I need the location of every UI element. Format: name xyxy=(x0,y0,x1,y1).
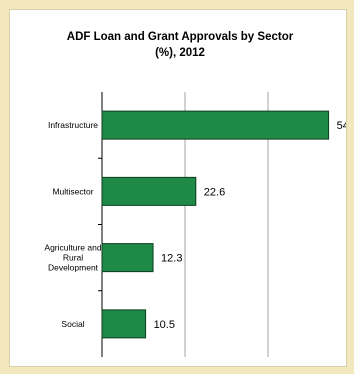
bar xyxy=(101,110,330,140)
category-label: Social xyxy=(61,319,84,329)
data-label: 10.5 xyxy=(154,319,175,331)
bar xyxy=(101,309,147,339)
chart-panel: ADF Loan and Grant Approvals by Sector (%… xyxy=(9,9,347,367)
data-label: 54.6 xyxy=(337,120,346,132)
category-label: Development xyxy=(48,263,99,273)
bar xyxy=(101,243,154,273)
bar-chart: ADF Loan and Grant Approvals by Sector (%… xyxy=(44,31,346,357)
chart-title-line: (%), 2012 xyxy=(155,47,205,59)
category-label: Infrastructure xyxy=(48,120,98,130)
category-label: Rural xyxy=(63,253,83,263)
category-label: Agriculture and xyxy=(44,243,101,253)
category-label: Multisector xyxy=(52,186,93,196)
data-label: 22.6 xyxy=(204,186,225,198)
bar xyxy=(101,176,197,206)
data-label: 12.3 xyxy=(161,253,182,265)
chart-title-line: ADF Loan and Grant Approvals by Sector xyxy=(67,31,294,43)
